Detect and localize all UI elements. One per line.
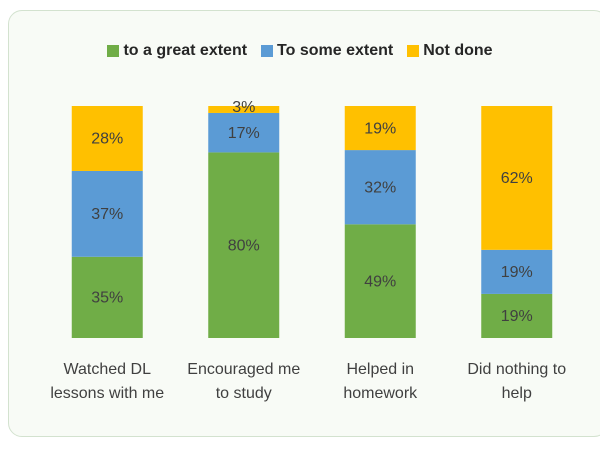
value-label: 35% (91, 290, 123, 307)
bar-segment (71, 106, 143, 171)
bar-segment (481, 293, 553, 338)
bar-segment (208, 112, 280, 153)
value-label: 19% (364, 120, 396, 137)
legend-label: To some extent (277, 42, 394, 59)
legend: to a great extent To some extent Not done (0, 42, 600, 60)
value-label: 62% (501, 170, 533, 187)
value-label: 28% (91, 131, 123, 148)
value-label: 3% (232, 99, 255, 116)
value-label: 49% (364, 273, 396, 290)
legend-swatch (261, 45, 274, 57)
value-label: 32% (364, 179, 396, 196)
bar-segment (344, 224, 416, 338)
bar-segment (481, 249, 553, 294)
bar-segment (71, 170, 143, 257)
value-label: 37% (91, 206, 123, 223)
bar-segment (344, 150, 416, 225)
bar-segment (481, 106, 553, 250)
x-tick-label: Encouraged me to study (187, 361, 301, 402)
legend-swatch (107, 45, 120, 57)
value-label: 17% (228, 125, 260, 142)
bar-segment (208, 106, 280, 113)
x-tick-label: Did nothing to help (467, 361, 567, 402)
value-label: 80% (228, 237, 260, 254)
value-label: 19% (501, 308, 533, 325)
legend-swatch (407, 45, 420, 57)
legend-label: Not done (423, 42, 493, 59)
bar-segment (208, 152, 280, 338)
x-tick-label: Watched DL lessons with me (50, 361, 165, 402)
legend-item: To some extent (261, 42, 393, 60)
bar-segment (344, 106, 416, 151)
legend-label: to a great extent (123, 42, 248, 59)
value-label: 19% (501, 264, 533, 281)
legend-item: to a great extent (107, 42, 247, 60)
x-tick-label: Helped in homework (343, 361, 418, 402)
bar-segment (71, 256, 143, 338)
legend-item: Not done (407, 42, 493, 60)
